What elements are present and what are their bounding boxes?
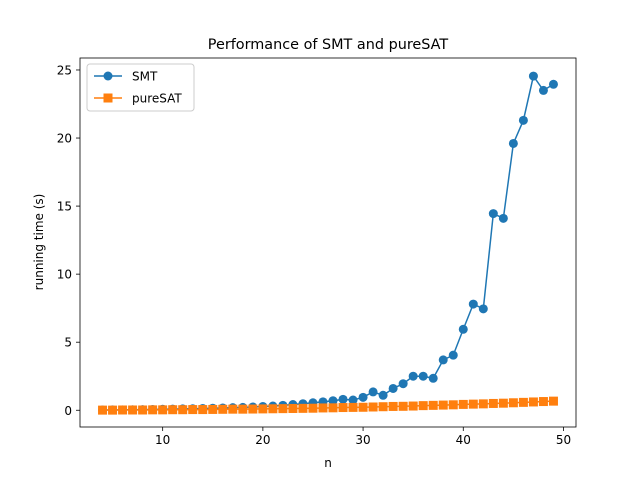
data-point (98, 405, 108, 415)
data-point (528, 397, 538, 407)
plot-area: 10 20 30 40 50 0 5 10 15 20 25 SMT pureSAT (57, 57, 577, 447)
data-point (378, 390, 388, 400)
data-point (478, 399, 488, 409)
chart-title: Performance of SMT and pureSAT (208, 37, 449, 53)
data-point (178, 405, 188, 415)
data-point (538, 85, 548, 95)
x-tick-label: 40 (456, 433, 471, 447)
data-point (328, 396, 338, 406)
data-point (518, 397, 528, 407)
data-point (258, 404, 268, 414)
data-point (528, 71, 538, 81)
data-point (468, 399, 478, 409)
data-point (388, 383, 398, 393)
data-point (238, 404, 248, 414)
data-point (398, 401, 408, 411)
y-tick-label: 15 (57, 200, 72, 214)
data-point (328, 403, 338, 413)
data-point (408, 371, 418, 381)
data-point (508, 138, 518, 148)
legend-marker-SMT (103, 71, 113, 81)
data-point (458, 324, 468, 334)
data-point (428, 373, 438, 383)
data-point (168, 405, 178, 415)
y-tick-label: 10 (57, 268, 72, 282)
data-point (188, 405, 198, 415)
y-tick-label: 0 (64, 404, 72, 418)
y-tick-label: 20 (57, 132, 72, 146)
data-point (338, 403, 348, 413)
y-axis-label: running time (s) (32, 194, 46, 291)
series-line-pureSAT (102, 400, 554, 411)
x-tick-label: 20 (255, 433, 270, 447)
data-point (548, 396, 558, 406)
data-point (548, 79, 558, 89)
data-point (408, 401, 418, 411)
data-point (228, 404, 238, 414)
data-point (308, 403, 318, 413)
data-point (208, 404, 218, 414)
data-point (128, 405, 138, 415)
data-point (318, 403, 328, 413)
legend-label-pureSAT: pureSAT (132, 92, 182, 106)
data-point (348, 402, 358, 412)
data-point (498, 398, 508, 408)
data-point (118, 405, 128, 415)
data-point (438, 400, 448, 410)
series-pureSAT (98, 396, 558, 415)
data-point (508, 398, 518, 408)
x-tick-label: 30 (355, 433, 370, 447)
data-point (108, 405, 118, 415)
data-point (358, 392, 368, 402)
data-point (288, 403, 298, 413)
legend: SMT pureSAT (86, 63, 195, 112)
data-point (218, 404, 228, 414)
data-point (488, 398, 498, 408)
data-point (428, 400, 438, 410)
legend-marker-pureSAT (103, 93, 113, 103)
data-point (398, 379, 408, 389)
data-point (298, 403, 308, 413)
legend-label-SMT: SMT (132, 70, 158, 84)
data-point (368, 402, 378, 412)
x-axis-label: n (324, 456, 332, 470)
data-point (368, 387, 378, 397)
data-point (378, 402, 388, 412)
y-tick-label: 25 (57, 63, 72, 77)
data-point (158, 405, 168, 415)
data-point (468, 299, 478, 309)
data-point (438, 355, 448, 365)
data-point (418, 371, 428, 381)
x-tick-label: 10 (155, 433, 170, 447)
data-point (458, 399, 468, 409)
data-point (268, 404, 278, 414)
data-point (248, 404, 258, 414)
data-point (518, 115, 528, 125)
data-point (358, 402, 368, 412)
data-point (478, 304, 488, 314)
data-point (138, 405, 148, 415)
data-point (538, 397, 548, 407)
data-point (388, 401, 398, 411)
data-point (278, 404, 288, 414)
y-tick-label: 5 (64, 336, 72, 350)
data-point (448, 350, 458, 360)
axes-frame (79, 57, 577, 428)
data-point (488, 209, 498, 219)
x-tick-label: 50 (556, 433, 571, 447)
data-point (348, 395, 358, 405)
data-point (498, 213, 508, 223)
data-point (148, 405, 158, 415)
data-point (448, 400, 458, 410)
data-point (198, 405, 208, 415)
data-point (418, 401, 428, 411)
data-point (338, 394, 348, 404)
